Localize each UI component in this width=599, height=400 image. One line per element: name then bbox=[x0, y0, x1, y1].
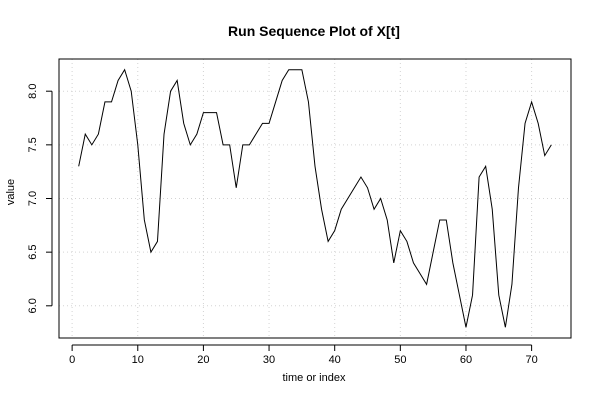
x-tick-label: 70 bbox=[525, 354, 537, 366]
y-axis-label: value bbox=[5, 179, 17, 205]
grid-lines bbox=[59, 59, 571, 338]
x-axis: 0 10 20 30 40 50 60 70 bbox=[69, 344, 538, 366]
x-tick-label: 40 bbox=[329, 354, 341, 366]
y-axis: 6.0 6.5 7.0 7.5 8.0 bbox=[27, 84, 53, 313]
x-tick-label: 10 bbox=[132, 354, 144, 366]
y-tick-label: 8.0 bbox=[27, 84, 39, 99]
x-tick-label: 30 bbox=[263, 354, 275, 366]
y-tick-label: 7.5 bbox=[27, 137, 39, 152]
chart-title: Run Sequence Plot of X[t] bbox=[228, 23, 400, 39]
x-tick-label: 60 bbox=[460, 354, 472, 366]
y-tick-label: 7.0 bbox=[27, 191, 39, 206]
plot-frame bbox=[58, 58, 572, 339]
y-tick-label: 6.0 bbox=[27, 298, 39, 313]
series-line bbox=[78, 68, 552, 328]
x-axis-label: time or index bbox=[283, 372, 346, 384]
y-tick-label: 6.5 bbox=[27, 245, 39, 260]
x-tick-label: 50 bbox=[394, 354, 406, 366]
x-tick-label: 20 bbox=[197, 354, 209, 366]
x-tick-label: 0 bbox=[69, 354, 75, 366]
